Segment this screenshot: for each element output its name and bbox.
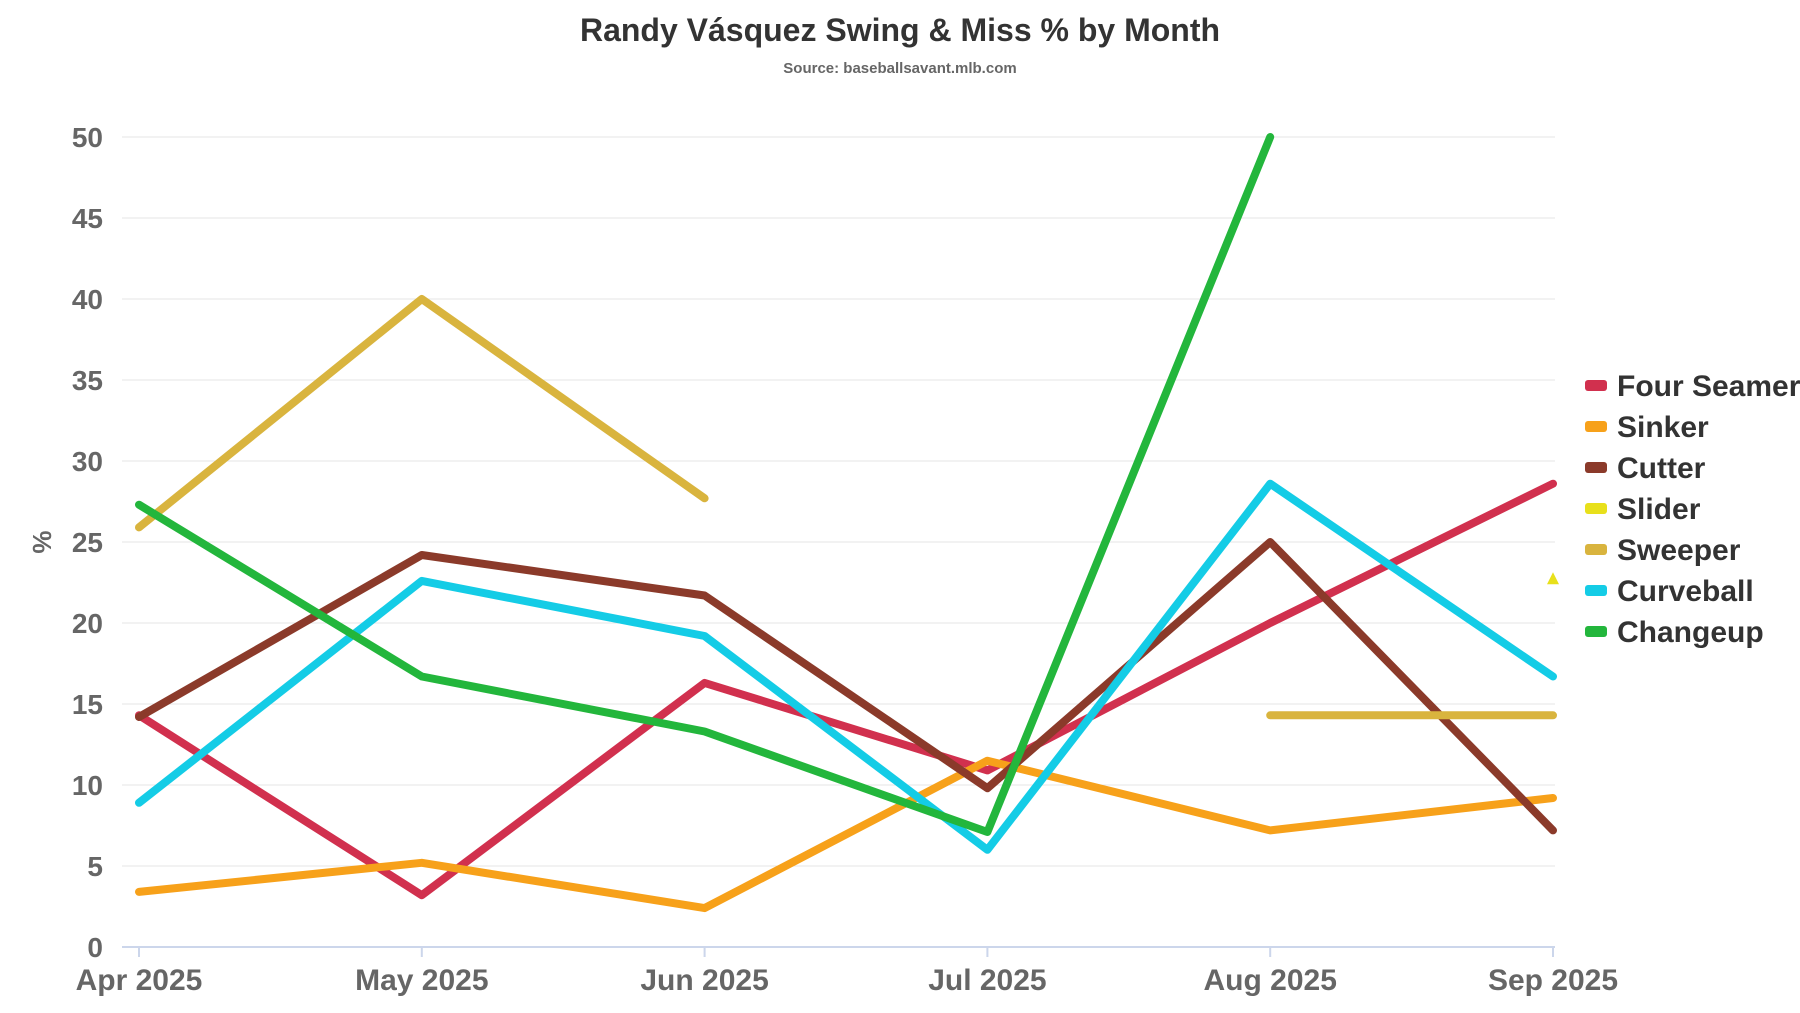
data-point	[1267, 712, 1274, 719]
legend-label: Sweeper	[1617, 534, 1741, 567]
x-tick-label: Apr 2025	[76, 964, 203, 997]
legend-swatch	[1585, 380, 1607, 391]
legend-swatch	[1585, 503, 1607, 514]
data-point	[1267, 539, 1274, 545]
data-point	[1267, 620, 1274, 626]
data-point	[1547, 572, 1559, 585]
data-point	[1267, 480, 1274, 487]
legend-swatch	[1585, 462, 1607, 473]
x-tick-label: May 2025	[355, 964, 488, 997]
data-point	[136, 888, 142, 895]
data-point	[1550, 827, 1556, 834]
data-point	[136, 524, 142, 531]
data-point	[418, 551, 425, 558]
series-sinker	[135, 756, 1557, 913]
data-point	[418, 892, 425, 899]
y-tick-label: 10	[72, 770, 103, 801]
data-point	[418, 296, 425, 302]
data-point	[1267, 134, 1274, 140]
legend-label: Cutter	[1617, 452, 1706, 485]
data-point	[701, 495, 708, 502]
y-tick-label: 45	[72, 203, 103, 234]
data-point	[418, 859, 425, 866]
data-point	[1267, 827, 1274, 834]
x-tick-label: Jun 2025	[640, 964, 768, 997]
y-tick-label: 15	[72, 689, 103, 720]
data-point	[701, 592, 708, 599]
series-sweeper	[135, 295, 1557, 720]
series-line	[135, 479, 1557, 854]
y-tick-label: 40	[72, 284, 103, 315]
chart-subtitle: Source: baseballsavant.mlb.com	[783, 60, 1017, 77]
data-point	[1550, 794, 1556, 801]
data-point	[701, 679, 708, 686]
legend-swatch	[1585, 626, 1607, 637]
series-line	[135, 538, 1557, 835]
y-tick-label: 0	[87, 932, 103, 963]
data-point	[984, 846, 991, 853]
legend-label: Four Seamer	[1617, 370, 1800, 403]
series-layer	[135, 133, 1559, 913]
data-point	[1550, 712, 1556, 719]
legend-swatch	[1585, 585, 1607, 596]
data-point	[984, 785, 991, 792]
data-point	[984, 757, 991, 764]
y-tick-label: 20	[72, 608, 103, 639]
x-tick-label: Jul 2025	[928, 964, 1046, 997]
legend-layer: Four Seamer Sinker Cutter Slider Sweeper Curv…	[1585, 370, 1800, 649]
y-tick-label: 35	[72, 365, 103, 396]
y-tick-label: 50	[72, 122, 103, 153]
data-point	[136, 713, 142, 720]
legend-swatch	[1585, 544, 1607, 555]
series-changeup	[135, 133, 1275, 836]
series-slider	[1547, 572, 1559, 585]
axis-layer: 0 5 10 15 20 25 30 35 40 45 50 Apr 2025 May 2025 Jun …	[27, 122, 1618, 997]
series-line	[135, 295, 1557, 720]
y-axis-label: %	[27, 530, 57, 553]
data-point	[701, 632, 708, 639]
y-tick-label: 30	[72, 446, 103, 477]
legend-swatch	[1585, 421, 1607, 432]
data-point	[701, 905, 708, 912]
data-point	[1550, 673, 1556, 680]
data-point	[984, 828, 991, 835]
data-point	[136, 501, 142, 508]
series-cutter	[135, 538, 1557, 835]
data-point	[1550, 480, 1556, 487]
series-line	[135, 133, 1275, 836]
legend-label: Slider	[1617, 493, 1701, 526]
x-tick-label: Aug 2025	[1204, 964, 1337, 997]
y-tick-label: 25	[72, 527, 103, 558]
series-line	[135, 756, 1557, 913]
data-point	[418, 673, 425, 680]
data-point	[984, 767, 991, 774]
legend-label: Curveball	[1617, 575, 1754, 608]
chart-title: Randy Vásquez Swing & Miss % by Month	[579, 12, 1221, 48]
grid-layer	[122, 136, 1555, 867]
y-tick-label: 5	[87, 851, 103, 882]
legend-label: Changeup	[1617, 616, 1764, 649]
legend-label: Sinker	[1617, 411, 1709, 444]
data-point	[136, 799, 142, 806]
x-tick-label: Sep 2025	[1488, 964, 1618, 997]
series-curveball	[135, 479, 1557, 854]
data-point	[418, 577, 425, 584]
data-point	[701, 728, 708, 735]
